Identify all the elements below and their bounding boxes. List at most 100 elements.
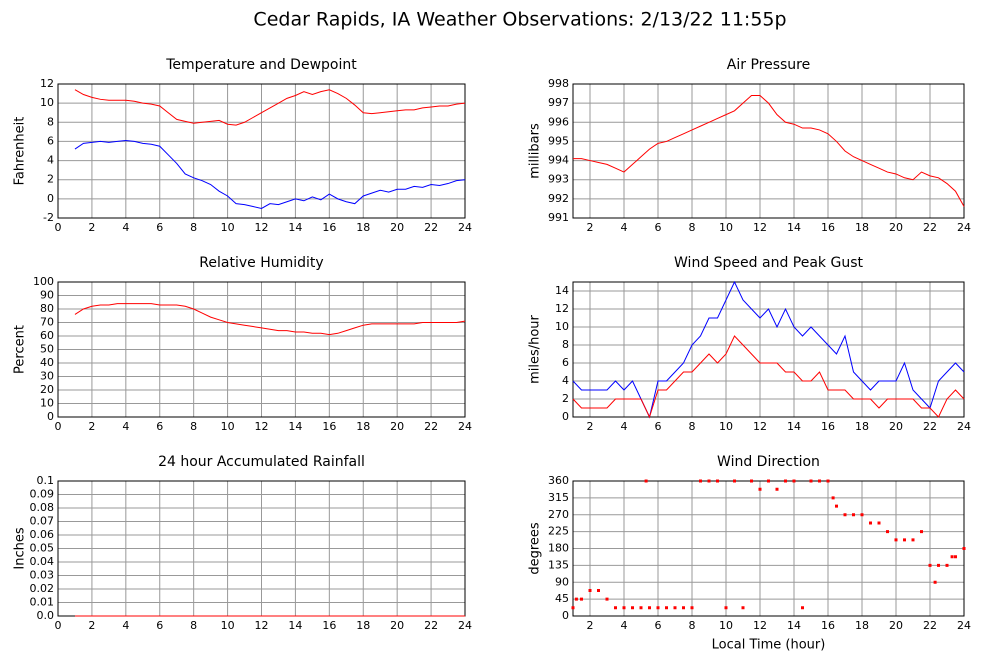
y-tick-label: 991 [548,211,569,224]
plot-frame [572,281,965,418]
x-tick-label: 20 [390,221,404,234]
x-tick-label: 2 [587,221,594,234]
x-tick-label: 22 [424,420,438,433]
plot-area [573,282,964,417]
data-point [656,606,660,610]
x-tick-label: 10 [221,420,235,433]
y-tick-label: 8 [47,115,54,128]
x-tick-label: 20 [889,221,903,234]
y-tick-label: 4 [562,374,569,387]
x-tick-label: 16 [821,619,835,632]
y-tick-label: 315 [548,491,569,504]
panel-title: 24 hour Accumulated Rainfall [158,454,365,470]
data-point [588,589,592,592]
x-tick-label: 16 [322,420,336,433]
y-tick-label: 100 [33,275,54,288]
x-tick-label: 16 [322,221,336,234]
x-tick-label: 4 [621,619,628,632]
data-point [716,479,719,483]
y-tick-label: 6 [562,356,569,369]
x-tick-label: 10 [221,221,235,234]
x-tick-label: 2 [587,420,594,433]
data-point [673,606,677,610]
data-point [937,563,940,567]
data-point [574,597,578,601]
y-tick-label: 0.08 [30,501,55,514]
y-axis-label: degrees [528,522,543,575]
x-axis-label: Local Time (hour) [712,638,826,653]
data-point [741,606,745,610]
x-tick-label: 20 [889,420,903,433]
y-tick-label: 10 [555,320,569,333]
plot-frame [57,83,466,219]
y-axis-label: Inches [13,527,28,569]
y-tick-label: 270 [548,508,569,521]
x-tick-label: 18 [855,619,869,632]
x-tick-label: 8 [689,619,696,632]
plot-area [573,84,964,218]
y-tick-label: 30 [40,370,54,383]
data-point [724,606,728,610]
plot-frame [572,83,965,219]
x-tick-label: 16 [821,420,835,433]
x-tick-label: 8 [689,221,696,234]
y-tick-label: 997 [548,96,569,109]
y-tick-label: 0.02 [30,582,55,595]
data-point [826,479,830,483]
x-tick-label: 24 [458,619,472,632]
data-point [945,563,949,567]
data-point [852,513,855,517]
data-point [690,606,694,610]
x-tick-label: 18 [356,420,370,433]
y-tick-label: 2 [47,173,54,186]
panel-title: Relative Humidity [199,255,323,271]
data-point [644,479,648,483]
data-point [571,606,575,610]
x-tick-label: 22 [424,221,438,234]
data-point [639,606,643,610]
x-tick-label: 20 [390,420,404,433]
y-tick-label: 60 [40,329,54,342]
data-point [699,479,702,483]
y-tick-label: 20 [40,383,54,396]
y-tick-label: 0.04 [30,555,55,568]
x-tick-label: 14 [288,221,302,234]
y-tick-label: 0.09 [30,488,55,501]
y-tick-label: 135 [548,558,569,571]
y-tick-label: 90 [555,575,569,588]
x-tick-label: 18 [356,221,370,234]
data-point [911,538,915,542]
y-tick-label: 0.0 [37,609,55,622]
x-tick-label: 4 [621,221,628,234]
data-point [886,530,889,534]
data-point [614,606,617,610]
x-tick-label: 22 [923,420,937,433]
x-tick-label: 24 [957,221,971,234]
x-tick-label: 16 [322,619,336,632]
y-tick-label: 0.03 [30,569,55,582]
data-point [933,580,937,584]
data-line [573,94,965,207]
y-tick-label: 180 [548,542,569,555]
data-point [950,555,954,559]
x-tick-label: 12 [753,221,767,234]
data-point [818,479,821,483]
x-tick-label: 22 [923,619,937,632]
x-tick-label: 14 [288,420,302,433]
x-tick-label: 8 [689,420,696,433]
x-tick-label: 0 [55,619,62,632]
data-point [792,479,796,483]
x-tick-label: 14 [787,420,801,433]
data-point [767,479,770,483]
x-tick-label: 6 [655,420,662,433]
panel-title: Wind Speed and Peak Gust [674,255,863,271]
data-line [572,335,965,419]
data-point [775,487,779,491]
page-title: Cedar Rapids, IA Weather Observations: 2… [253,9,786,31]
x-tick-label: 20 [390,619,404,632]
y-tick-label: 12 [555,302,569,315]
x-tick-label: 10 [221,619,235,632]
x-tick-label: 14 [288,619,302,632]
x-tick-label: 16 [821,221,835,234]
data-point [843,513,847,517]
